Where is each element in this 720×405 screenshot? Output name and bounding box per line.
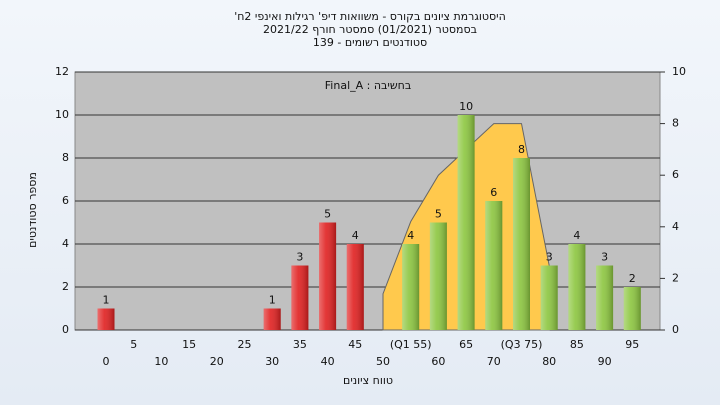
bar-shade: [429, 222, 447, 330]
x-tick-label: 0: [103, 355, 110, 368]
data-label: 4: [573, 229, 580, 242]
bar-shade: [485, 201, 503, 330]
x-tick-label: 60: [431, 355, 445, 368]
data-label: 5: [324, 208, 331, 221]
bar-shade: [568, 244, 586, 330]
x-tick-label: 35: [293, 338, 307, 351]
data-label: 3: [296, 251, 303, 264]
data-label: 1: [269, 294, 276, 307]
y2-tick-label: 2: [672, 271, 679, 284]
y-tick-label: 8: [62, 151, 69, 164]
data-label: 1: [103, 294, 110, 307]
chart-subtitle: סטודנטים רשומים - 139: [313, 36, 427, 49]
bar-shade: [319, 222, 337, 330]
chart-subtitle: בסמסטר (01/2021) סמסטר חורף 2021/22: [263, 23, 477, 36]
y2-tick-label: 0: [672, 323, 679, 336]
bar-shade: [513, 158, 530, 330]
x-tick-label: 50: [376, 355, 390, 368]
bar-shade: [457, 115, 475, 330]
bar-shade: [263, 308, 281, 330]
data-label: 3: [601, 251, 608, 264]
y2-tick-label: 8: [672, 117, 679, 130]
data-label: 8: [518, 143, 525, 156]
x-tick-label: 95: [625, 338, 639, 351]
x-tick-label: (Q1 55): [390, 338, 432, 351]
data-label: 6: [490, 186, 497, 199]
x-tick-label: 20: [210, 355, 224, 368]
annotation: בחשיבה : Final_A: [325, 79, 411, 92]
data-label: 2: [629, 272, 636, 285]
x-tick-label: 45: [348, 338, 362, 351]
x-axis-label: טווח ציונים: [343, 374, 393, 387]
x-tick-label: 10: [154, 355, 168, 368]
x-tick-label: 90: [598, 355, 612, 368]
y-tick-label: 0: [62, 323, 69, 336]
y-tick-label: 12: [55, 65, 69, 78]
y-tick-label: 4: [62, 237, 69, 250]
x-tick-label: 40: [321, 355, 335, 368]
y-axis-label: מספר סטודנטים: [26, 172, 39, 248]
bar-shade: [623, 287, 641, 330]
x-tick-label: 5: [130, 338, 137, 351]
x-tick-label: 70: [487, 355, 501, 368]
x-tick-label: 65: [459, 338, 473, 351]
y-tick-label: 6: [62, 194, 69, 207]
y-tick-label: 2: [62, 280, 69, 293]
x-tick-label: 85: [570, 338, 584, 351]
y2-tick-label: 6: [672, 168, 679, 181]
data-label: 10: [459, 100, 473, 113]
bar-shade: [596, 265, 614, 330]
y-tick-label: 10: [55, 108, 69, 121]
data-label: 4: [407, 229, 414, 242]
data-label: 3: [546, 251, 553, 264]
x-tick-label: 15: [182, 338, 196, 351]
y2-tick-label: 10: [672, 65, 686, 78]
bar-shade: [402, 244, 420, 330]
bar-shade: [291, 265, 309, 330]
chart-title: היסטוגרמת ציונים בקורס - משוואות דיפ' רג…: [234, 10, 506, 23]
x-tick-label: 25: [238, 338, 252, 351]
data-label: 4: [352, 229, 359, 242]
x-tick-label: (Q3 75): [501, 338, 543, 351]
x-tick-label: 30: [265, 355, 279, 368]
bar-shade: [97, 308, 115, 330]
y2-tick-label: 4: [672, 220, 679, 233]
bar-shade: [346, 244, 364, 330]
data-label: 5: [435, 208, 442, 221]
x-tick-label: 80: [542, 355, 556, 368]
bar-shade: [540, 265, 558, 330]
